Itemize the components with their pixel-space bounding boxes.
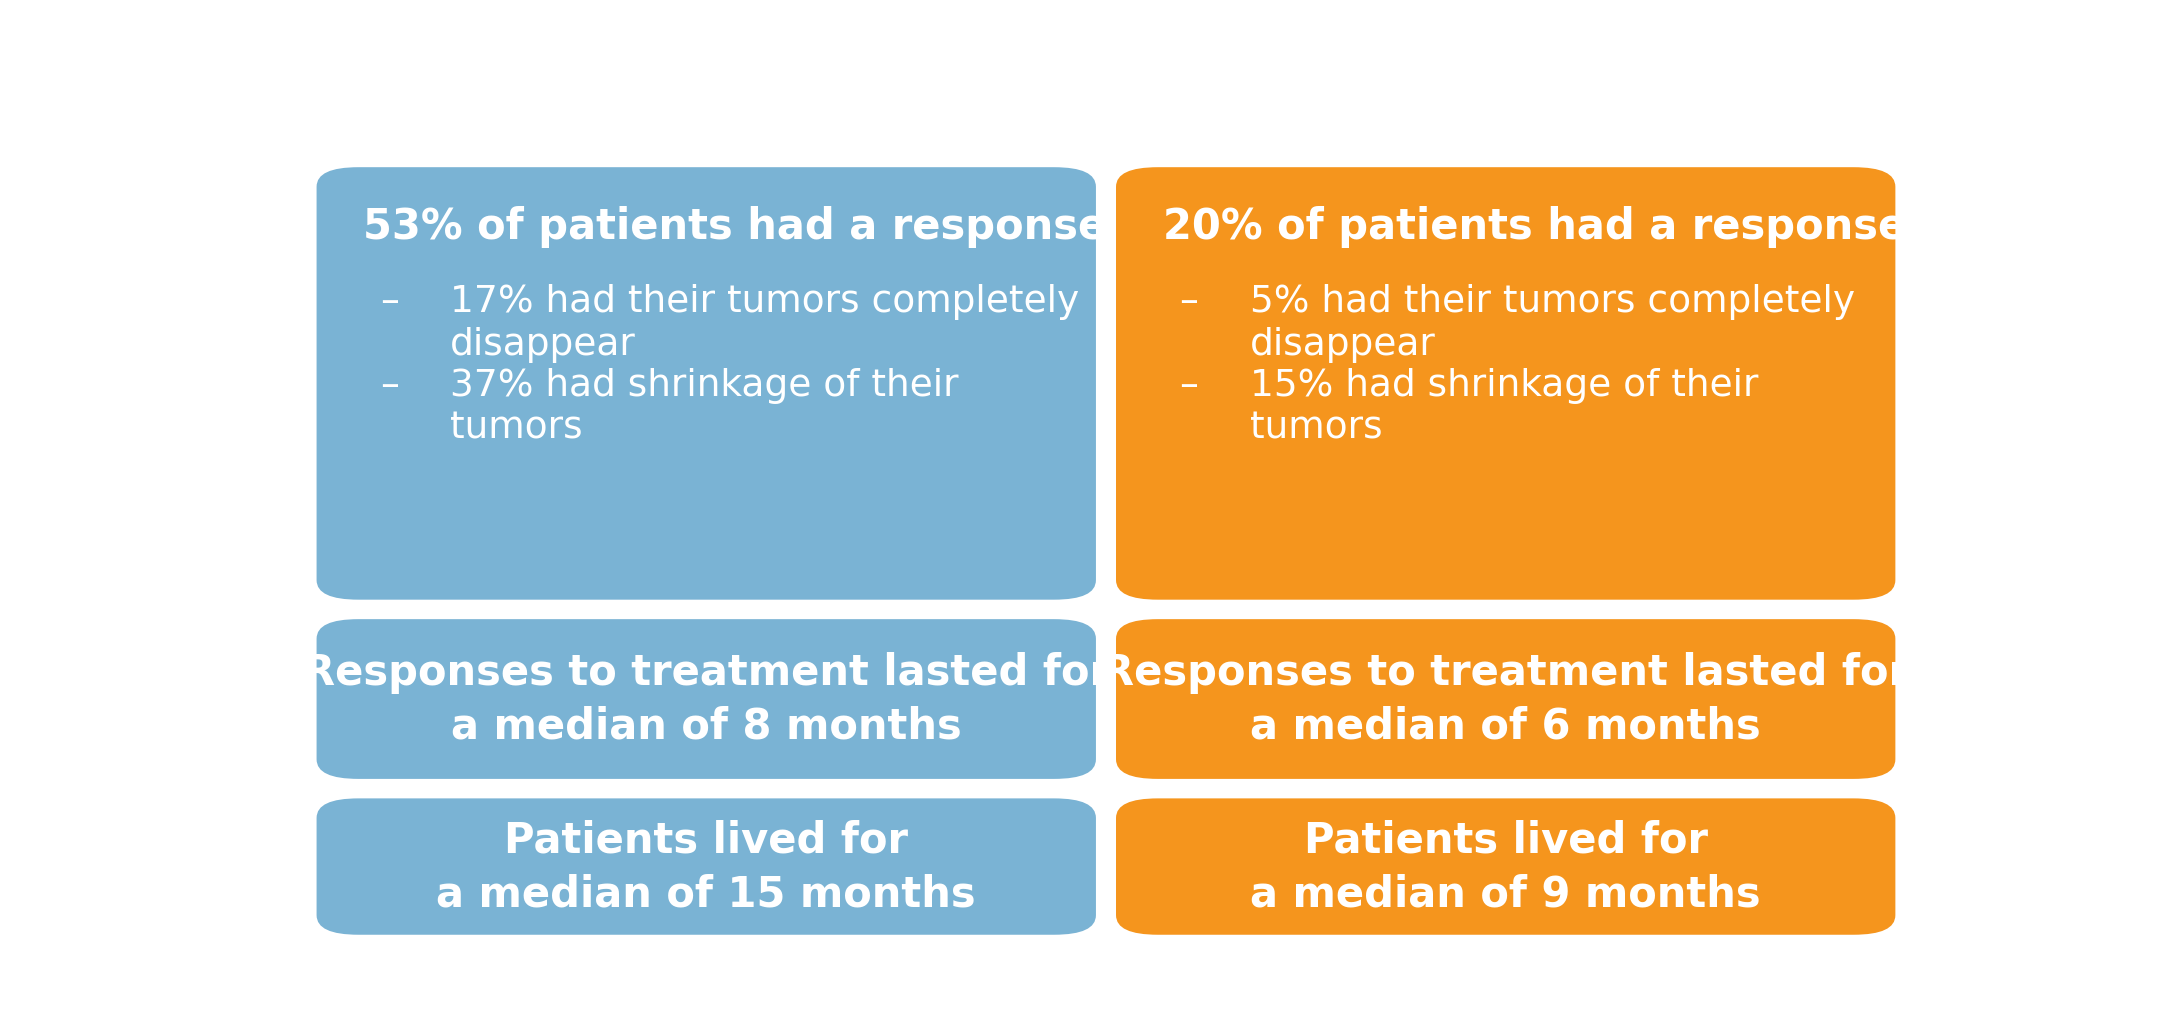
Text: 17% had their tumors completely
disappear: 17% had their tumors completely disappea… [451, 284, 1079, 363]
FancyBboxPatch shape [317, 799, 1096, 935]
Text: 37% had shrinkage of their
tumors: 37% had shrinkage of their tumors [451, 367, 958, 447]
Text: Patients lived for
a median of 15 months: Patients lived for a median of 15 months [436, 819, 975, 914]
FancyBboxPatch shape [1116, 620, 1895, 779]
Text: –: – [380, 367, 399, 403]
Text: 15% had shrinkage of their
tumors: 15% had shrinkage of their tumors [1249, 367, 1759, 447]
FancyBboxPatch shape [317, 168, 1096, 601]
Text: –: – [1180, 284, 1198, 319]
Text: Responses to treatment lasted for
a median of 8 months: Responses to treatment lasted for a medi… [302, 652, 1109, 747]
Text: 20% of patients had a response: 20% of patients had a response [1163, 205, 1906, 248]
FancyBboxPatch shape [1116, 168, 1895, 601]
Text: –: – [380, 284, 399, 319]
FancyBboxPatch shape [1116, 799, 1895, 935]
Text: 5% had their tumors completely
disappear: 5% had their tumors completely disappear [1249, 284, 1856, 363]
Text: Patients lived for
a median of 9 months: Patients lived for a median of 9 months [1249, 819, 1761, 914]
FancyBboxPatch shape [317, 620, 1096, 779]
Text: Responses to treatment lasted for
a median of 6 months: Responses to treatment lasted for a medi… [1103, 652, 1910, 747]
Text: –: – [1180, 367, 1198, 403]
Text: 53% of patients had a response: 53% of patients had a response [363, 205, 1107, 248]
